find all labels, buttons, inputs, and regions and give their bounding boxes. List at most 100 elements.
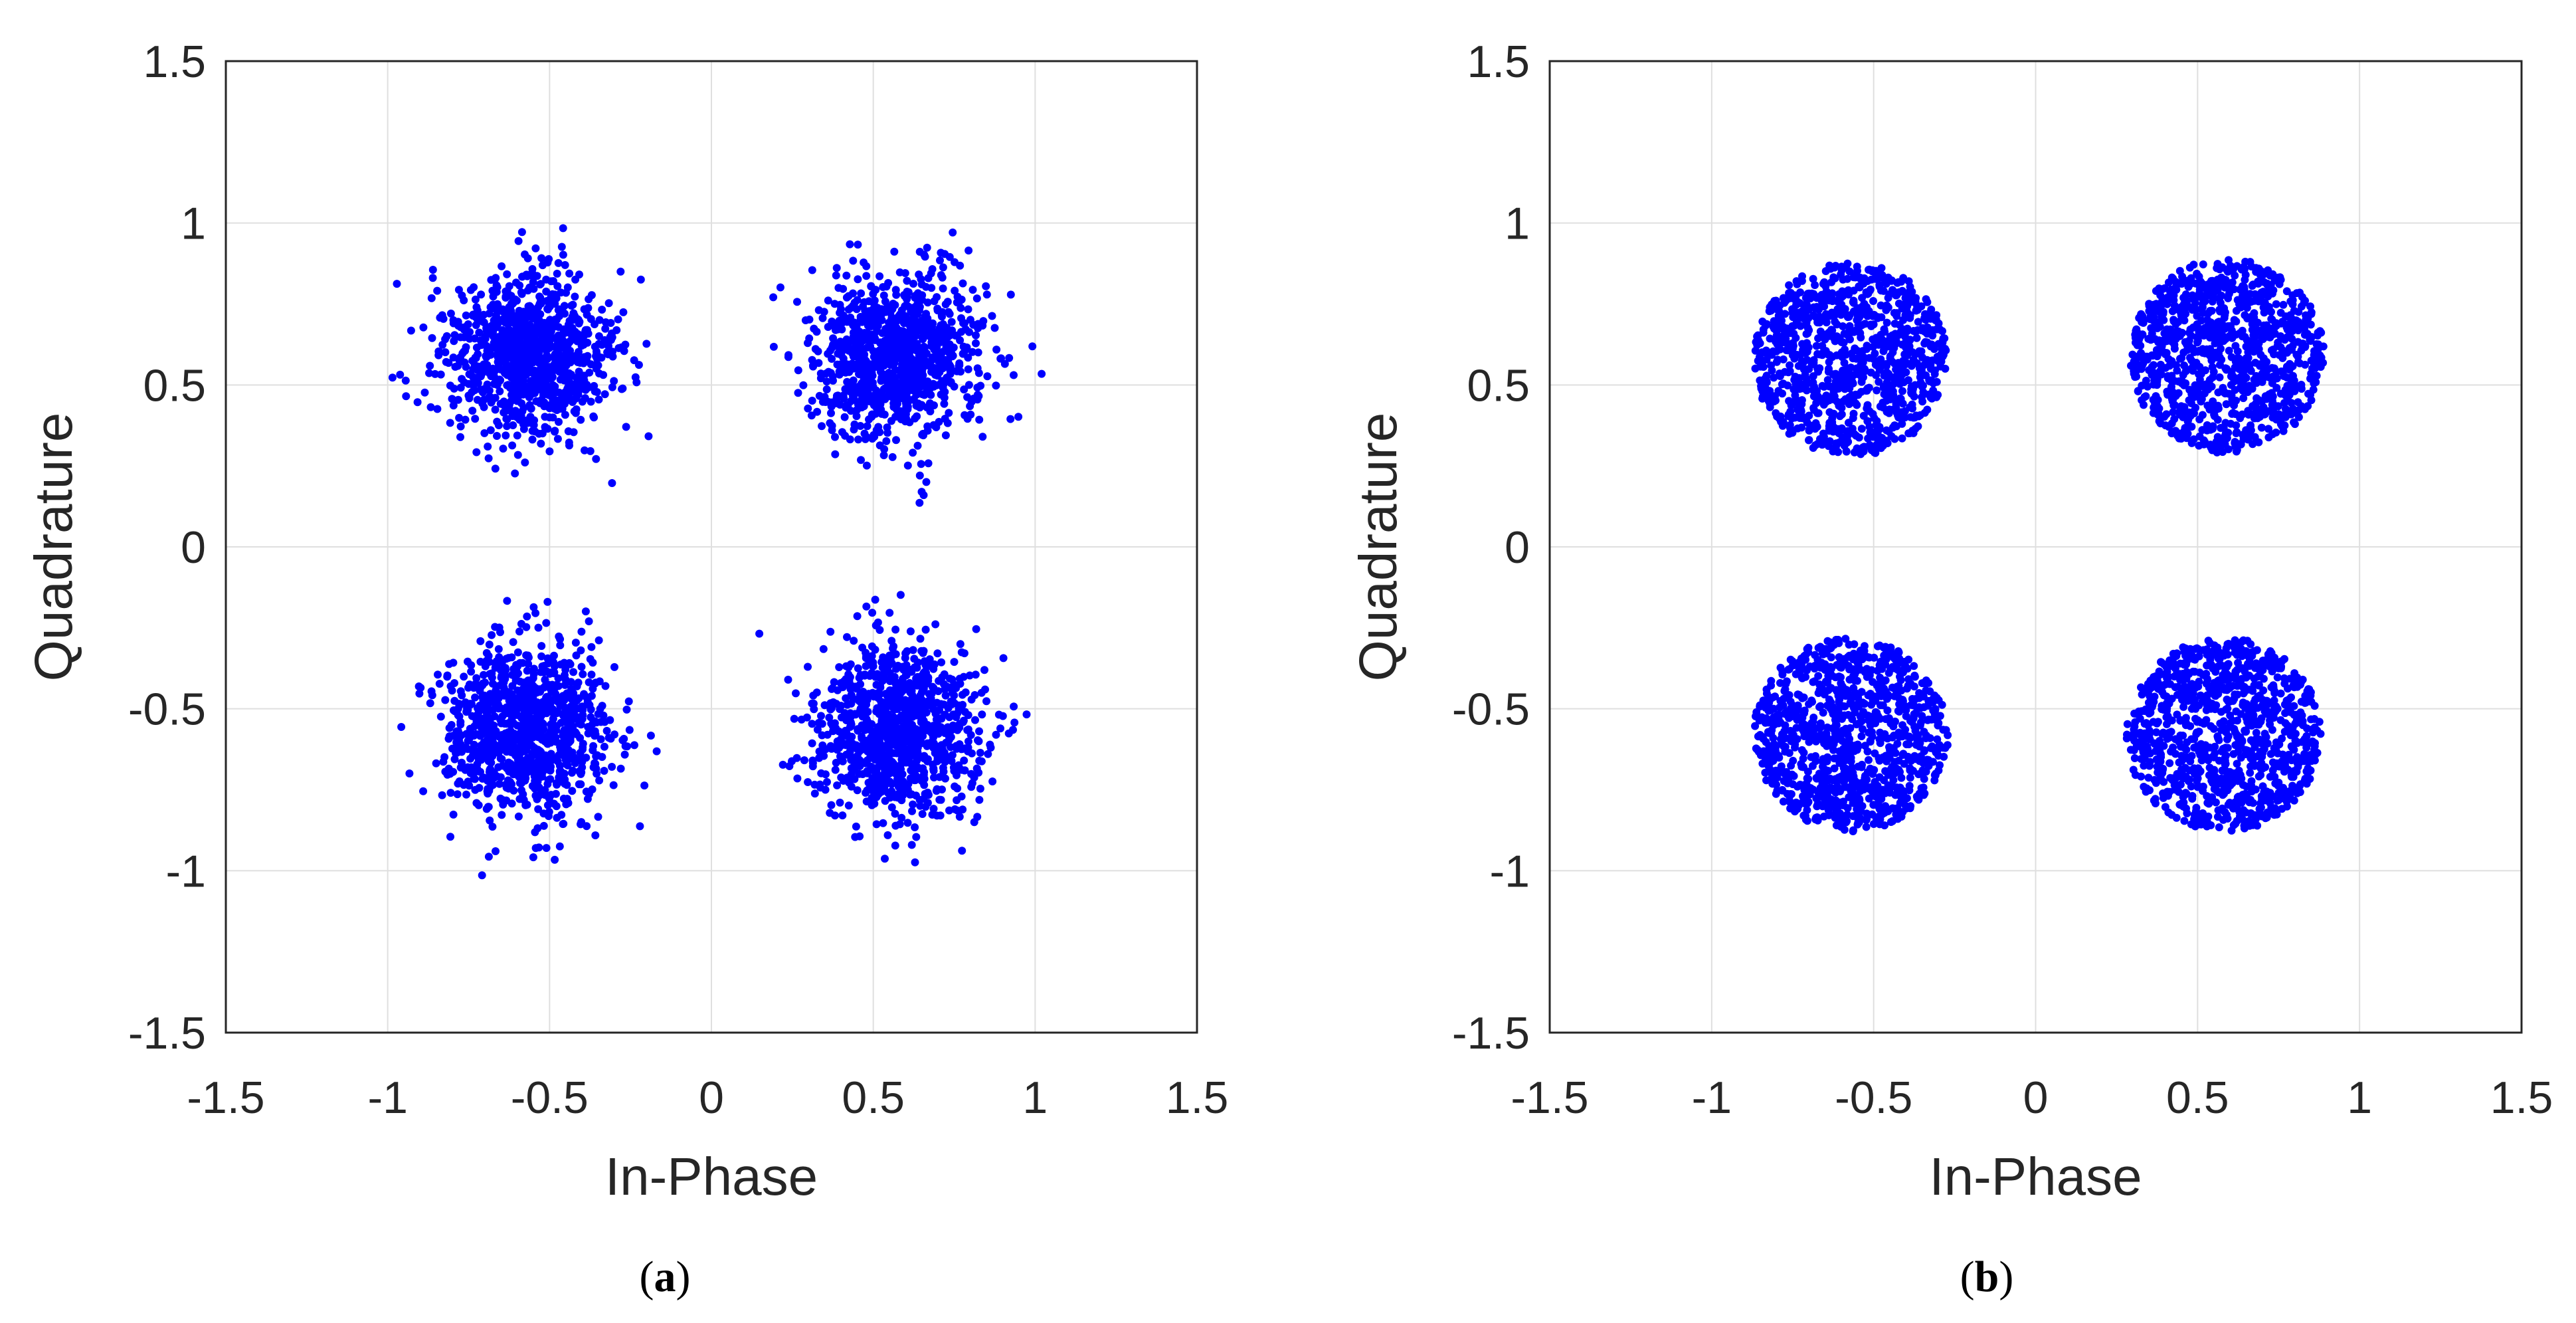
scatter-point [1873, 417, 1881, 425]
scatter-point [947, 377, 955, 386]
scatter-point [919, 716, 928, 725]
scatter-point [594, 813, 602, 821]
scatter-point [1870, 310, 1879, 319]
scatter-point [488, 631, 496, 639]
scatter-point [895, 820, 904, 829]
scatter-point [1830, 392, 1839, 401]
scatter-point [542, 619, 551, 627]
scatter-point [899, 337, 907, 346]
scatter-point [460, 672, 468, 681]
scatter-point [832, 264, 841, 272]
scatter-point [865, 722, 874, 730]
scatter-point [939, 763, 947, 772]
scatter-point [835, 360, 844, 369]
scatter-point [1869, 297, 1877, 305]
scatter-point [1827, 278, 1836, 286]
caption-a: (a) [640, 1253, 691, 1301]
scatter-point [600, 742, 608, 751]
scatter-point [887, 724, 895, 732]
panel-a: -1.5 -1 -0.5 0 0.5 1 1.5 1.5 1 0.5 0 -0.… [24, 37, 1228, 1301]
scatter-point [476, 683, 485, 692]
scatter-point [500, 670, 509, 679]
scatter-point [542, 844, 551, 853]
scatter-point [857, 456, 865, 464]
scatter-point [804, 404, 812, 413]
scatter-point [583, 338, 592, 347]
scatter-point [598, 306, 606, 314]
scatter-point [630, 741, 638, 750]
scatter-point [932, 381, 941, 389]
scatter-point [949, 684, 957, 692]
scatter-point [918, 296, 927, 304]
scatter-point [1903, 327, 1912, 336]
scatter-point [427, 294, 436, 302]
scatter-point [468, 357, 477, 365]
scatter-point [920, 657, 929, 666]
scatter-point [855, 696, 863, 705]
scatter-point [543, 791, 551, 800]
scatter-point [852, 360, 860, 369]
scatter-point [602, 726, 611, 735]
scatter-point [1797, 407, 1805, 416]
scatter-point [498, 755, 506, 763]
scatter-point [1867, 446, 1876, 455]
scatter-point [529, 670, 538, 678]
scatter-point [837, 702, 846, 710]
scatter-point [833, 781, 842, 789]
scatter-point [482, 649, 491, 657]
scatter-point [1890, 421, 1899, 430]
scatter-point [551, 322, 559, 331]
scatter-point [895, 747, 904, 756]
scatter-point [889, 399, 898, 407]
scatter-point [975, 756, 984, 765]
scatter-point [951, 286, 959, 295]
scatter-point [941, 774, 949, 783]
scatter-point [579, 711, 587, 720]
scatter-point [569, 668, 578, 676]
scatter-point [401, 376, 410, 385]
scatter-point [600, 767, 608, 775]
scatter-point [920, 752, 929, 760]
scatter-point [1917, 326, 1926, 334]
scatter-point [887, 692, 895, 700]
scatter-point [1821, 347, 1830, 356]
scatter-point [503, 270, 511, 278]
scatter-point [1753, 332, 1762, 341]
scatter-point [1882, 359, 1890, 368]
scatter-point [974, 768, 983, 777]
scatter-point [916, 801, 925, 810]
scatter-point [610, 377, 618, 385]
scatter-point [978, 710, 986, 719]
scatter-point [507, 653, 516, 662]
scatter-point [951, 782, 959, 791]
scatter-point [891, 383, 899, 391]
scatter-point [528, 762, 537, 771]
scatter-point [428, 334, 436, 342]
scatter-point [518, 272, 527, 281]
scatter-point [933, 811, 941, 820]
scatter-point [875, 428, 884, 437]
scatter-point [972, 331, 980, 340]
scatter-point [957, 648, 966, 657]
scatter-point [1831, 369, 1840, 378]
scatter-point [886, 308, 895, 317]
scatter-point [909, 800, 917, 809]
scatter-point [449, 810, 458, 819]
scatter-point [1756, 362, 1765, 371]
scatter-point [490, 275, 499, 284]
scatter-point [513, 365, 521, 374]
scatter-point [912, 401, 921, 410]
scatter-point [975, 795, 984, 804]
scatter-point [419, 787, 428, 795]
scatter-point [1846, 335, 1854, 344]
scatter-point [549, 669, 558, 678]
scatter-point [919, 771, 928, 779]
scatter-point [646, 732, 655, 740]
scatter-point [841, 431, 850, 440]
scatter-point [862, 602, 871, 611]
scatter-point [565, 439, 573, 447]
scatter-point [530, 366, 539, 375]
scatter-point [1801, 315, 1809, 324]
panel-b: -1.5 -1 -0.5 0 0.5 1 1.5 1.5 1 0.5 0 -0.… [1348, 37, 2553, 1301]
